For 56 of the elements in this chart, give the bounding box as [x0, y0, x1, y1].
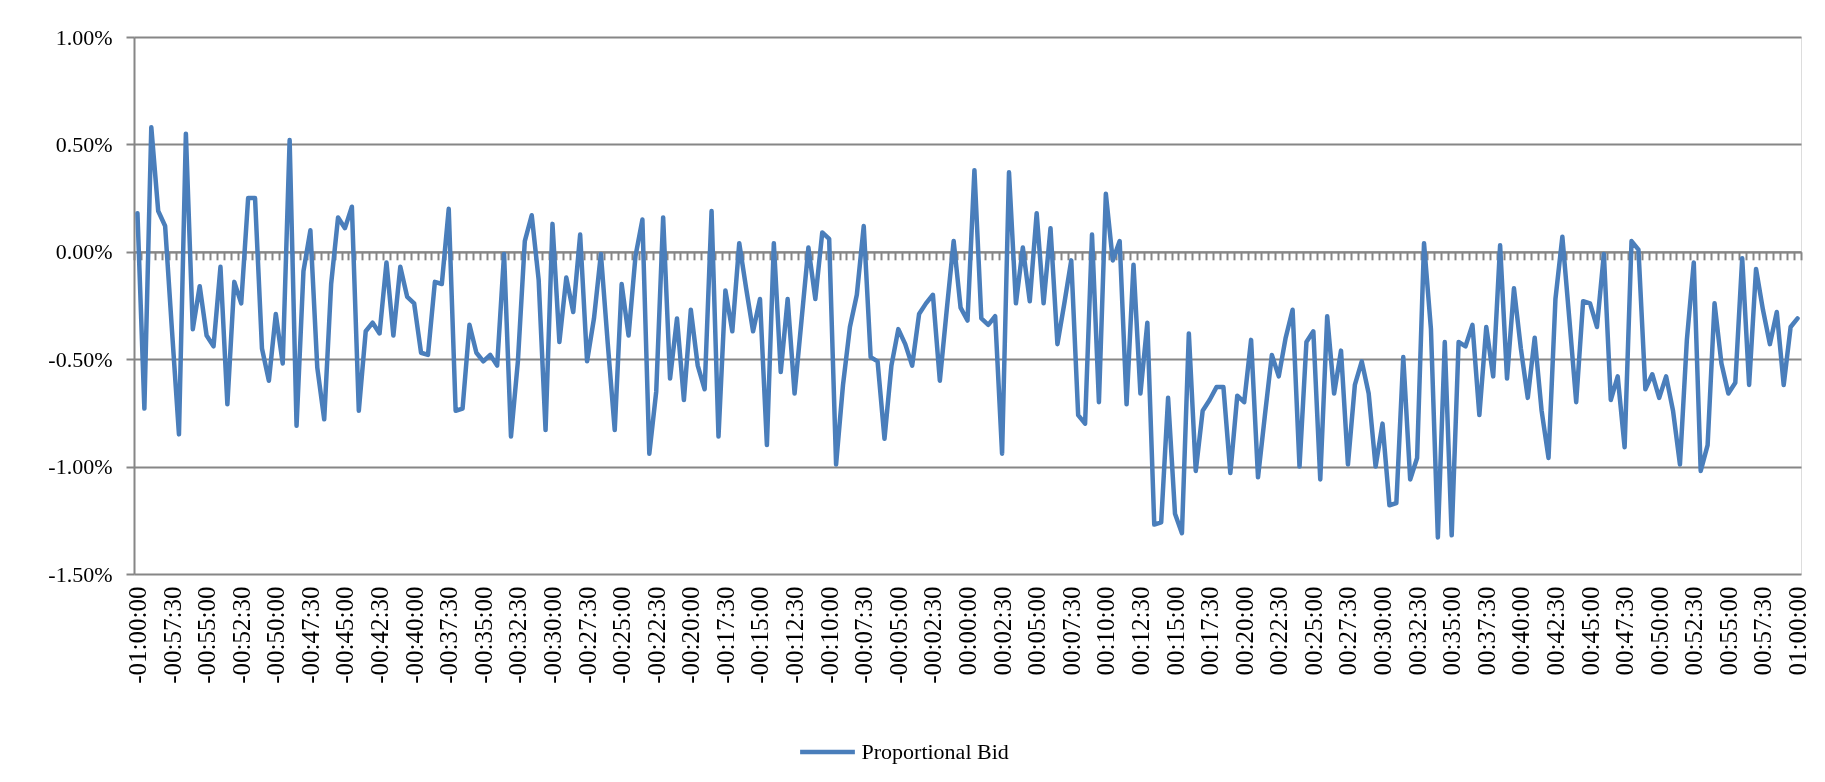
- x-tick-label: -00:32:30: [504, 586, 532, 684]
- x-tick-label: 00:52:30: [1680, 586, 1708, 676]
- x-tick-label: -00:35:00: [469, 586, 497, 684]
- y-tick-label: -1.00%: [48, 454, 113, 480]
- x-tick-label: 00:50:00: [1645, 586, 1673, 676]
- x-tick-label: 00:10:00: [1092, 586, 1120, 676]
- x-tick-label: 00:57:30: [1749, 586, 1777, 676]
- y-tick-label: 0.50%: [55, 131, 113, 157]
- x-tick-label: 00:07:30: [1057, 586, 1085, 676]
- x-tick-label: -00:52:30: [227, 586, 255, 684]
- x-tick-label: 00:25:00: [1299, 586, 1327, 676]
- x-tick-label: -00:17:30: [711, 586, 739, 684]
- x-tick-label: 00:15:00: [1161, 586, 1189, 676]
- x-tick-label: 00:45:00: [1576, 586, 1604, 676]
- x-tick-label: -00:50:00: [262, 586, 290, 684]
- x-tick-label: -00:10:00: [815, 586, 843, 684]
- x-tick-label: 01:00:00: [1784, 586, 1812, 676]
- x-tick-label: 00:12:30: [1126, 586, 1154, 676]
- x-tick-label: -00:02:30: [919, 586, 947, 684]
- x-tick-label: 00:40:00: [1507, 586, 1535, 676]
- y-tick-label: 0.00%: [55, 239, 113, 265]
- x-tick-label: 00:42:30: [1541, 586, 1569, 676]
- y-tick-label: -1.50%: [48, 561, 113, 587]
- x-tick-label: -00:40:00: [400, 586, 428, 684]
- x-tick-label: 00:37:30: [1472, 586, 1500, 676]
- x-tick-label: -00:05:00: [884, 586, 912, 684]
- x-tick-label: -00:57:30: [158, 586, 186, 684]
- x-tick-label: 00:02:30: [988, 586, 1016, 676]
- x-tick-label: 00:47:30: [1611, 586, 1639, 676]
- x-tick-label: -00:42:30: [366, 586, 394, 684]
- x-tick-label: -00:27:30: [573, 586, 601, 684]
- x-tick-label: -00:47:30: [296, 586, 324, 684]
- x-tick-label: -00:07:30: [850, 586, 878, 684]
- x-tick-label: 00:17:30: [1196, 586, 1224, 676]
- x-tick-label: -00:25:00: [608, 586, 636, 684]
- legend-label: Proportional Bid: [861, 739, 1009, 764]
- x-tick-label: 00:20:00: [1230, 586, 1258, 676]
- x-tick-label: 00:22:30: [1265, 586, 1293, 676]
- x-tick-label: -01:00:00: [123, 586, 151, 684]
- x-tick-label: 00:35:00: [1438, 586, 1466, 676]
- x-tick-label: -00:20:00: [677, 586, 705, 684]
- x-tick-label: -00:45:00: [331, 586, 359, 684]
- y-tick-label: -0.50%: [48, 346, 113, 372]
- x-tick-label: -00:55:00: [193, 586, 221, 684]
- x-tick-label: -00:15:00: [746, 586, 774, 684]
- y-tick-label: 1.00%: [55, 24, 113, 50]
- x-tick-label: 00:27:30: [1334, 586, 1362, 676]
- x-tick-label: -00:37:30: [435, 586, 463, 684]
- x-tick-label: 00:32:30: [1403, 586, 1431, 676]
- x-tick-label: -00:22:30: [642, 586, 670, 684]
- x-tick-label: -00:12:30: [781, 586, 809, 684]
- x-tick-label: 00:55:00: [1714, 586, 1742, 676]
- x-tick-label: 00:05:00: [1023, 586, 1051, 676]
- x-tick-label: 00:30:00: [1369, 586, 1397, 676]
- x-tick-label: -00:30:00: [538, 586, 566, 684]
- x-tick-label: 00:00:00: [954, 586, 981, 676]
